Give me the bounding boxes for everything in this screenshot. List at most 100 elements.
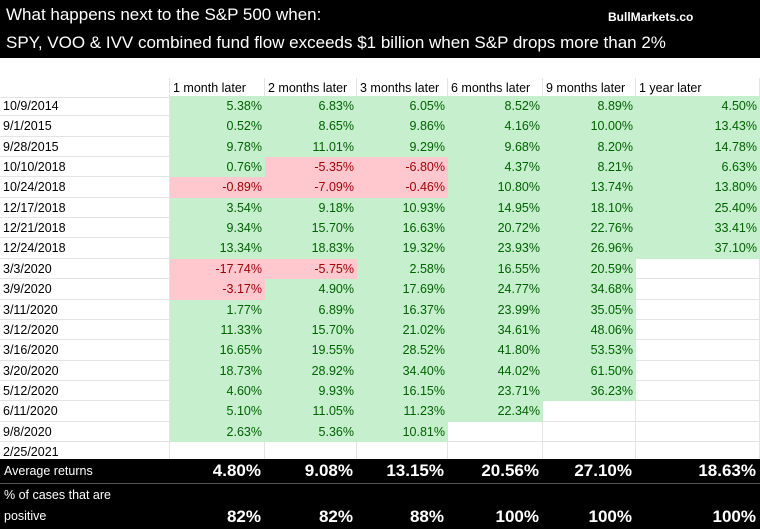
row-date: 12/24/2018 [0,238,170,259]
return-cell: -17.74% [170,258,265,280]
return-cell: 5.10% [170,401,265,422]
return-cell: 20.59% [543,258,636,280]
return-cell: 28.92% [265,360,357,381]
empty-cell [543,401,636,422]
empty-cell [543,421,636,442]
return-cell: 3.54% [170,197,265,219]
row-date: 10/10/2018 [0,157,170,178]
return-cell: 23.93% [448,238,543,259]
return-cell: 34.68% [543,279,636,300]
summary-value: 18.63% [636,459,760,483]
summary-label: % of cases that are [0,486,112,504]
return-cell: 10.93% [357,197,448,219]
return-cell: -3.17% [170,279,265,300]
return-cell: 9.29% [357,136,448,158]
return-cell: 34.40% [357,360,448,381]
summary-value: 82% [265,505,357,529]
return-cell: 41.80% [448,340,543,361]
summary-value: 82% [170,505,265,529]
empty-cell [636,401,760,422]
source: BullMarkets.co [608,10,694,24]
return-cell: 22.34% [448,401,543,422]
summary-value: 4.80% [170,459,265,483]
return-cell: -5.35% [265,157,357,178]
return-cell: 16.37% [357,299,448,320]
return-cell: 10.00% [543,116,636,137]
return-cell: 1.77% [170,299,265,320]
summary-label: Average returns [0,459,93,483]
return-cell: 2.58% [357,258,448,280]
return-cell: 16.65% [170,340,265,361]
return-cell: 6.89% [265,299,357,320]
return-cell: 10.80% [448,177,543,198]
return-cell: 19.32% [357,238,448,259]
summary-value: 88% [357,505,448,529]
row-date: 12/21/2018 [0,218,170,239]
return-cell: 8.20% [543,136,636,158]
summary-value: 100% [448,505,543,529]
return-cell: 14.95% [448,197,543,219]
return-cell: 14.78% [636,136,760,158]
summary-value: 13.15% [357,459,448,483]
return-cell: 11.33% [170,319,265,341]
return-cell: 19.55% [265,340,357,361]
return-cell: 8.65% [265,116,357,137]
empty-cell [636,299,760,320]
return-cell: 33.41% [636,218,760,239]
row-date: 9/1/2015 [0,116,170,137]
row-date: 3/12/2020 [0,319,170,341]
return-cell: 11.23% [357,401,448,422]
row-date: 9/8/2020 [0,421,170,442]
return-cell: 9.93% [265,380,357,402]
return-cell: 28.52% [357,340,448,361]
return-cell: 23.99% [448,299,543,320]
return-cell: 4.50% [636,96,760,117]
return-cell: -7.09% [265,177,357,198]
return-cell: 16.55% [448,258,543,280]
return-cell: 9.68% [448,136,543,158]
row-date: 3/20/2020 [0,360,170,381]
empty-cell [636,258,760,280]
return-cell: 4.37% [448,157,543,178]
return-cell: 8.52% [448,96,543,117]
return-cell: 36.23% [543,380,636,402]
return-cell: 17.69% [357,279,448,300]
return-cell: 5.36% [265,421,357,442]
return-cell: 23.71% [448,380,543,402]
empty-cell [448,421,543,442]
return-cell: 26.96% [543,238,636,259]
row-date: 3/9/2020 [0,279,170,300]
title: What happens next to the S&P 500 when: [6,5,322,24]
row-date: 3/16/2020 [0,340,170,361]
corner-cell [0,78,170,99]
row-date: 6/11/2020 [0,401,170,422]
return-cell: 0.76% [170,157,265,178]
return-cell: 61.50% [543,360,636,381]
summary-value: 100% [636,505,760,529]
return-cell: -0.46% [357,177,448,198]
empty-cell [636,380,760,402]
summary-value: 20.56% [448,459,543,483]
return-cell: 10.81% [357,421,448,442]
row-date: 9/28/2015 [0,136,170,158]
return-cell: 4.16% [448,116,543,137]
return-cell: 8.21% [543,157,636,178]
return-cell: 21.02% [357,319,448,341]
row-date: 3/11/2020 [0,299,170,320]
return-cell: 37.10% [636,238,760,259]
return-cell: 24.77% [448,279,543,300]
return-cell: 9.18% [265,197,357,219]
return-cell: 9.78% [170,136,265,158]
return-cell: 2.63% [170,421,265,442]
return-cell: 9.86% [357,116,448,137]
return-cell: 15.70% [265,218,357,239]
return-cell: 4.90% [265,279,357,300]
return-cell: 11.01% [265,136,357,158]
return-cell: -6.80% [357,157,448,178]
row-date: 10/9/2014 [0,96,170,117]
return-cell: 34.61% [448,319,543,341]
row-date: 5/12/2020 [0,380,170,402]
empty-cell [636,319,760,341]
return-cell: 48.06% [543,319,636,341]
